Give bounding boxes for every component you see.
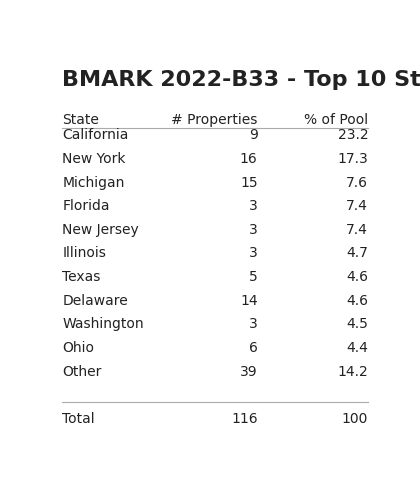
Text: State: State [62,113,99,127]
Text: 9: 9 [249,128,257,142]
Text: 5: 5 [249,270,257,284]
Text: 4.7: 4.7 [346,246,368,261]
Text: 14: 14 [240,294,257,308]
Text: Ohio: Ohio [62,341,94,355]
Text: 7.6: 7.6 [346,175,368,189]
Text: 7.4: 7.4 [346,223,368,237]
Text: 6: 6 [249,341,257,355]
Text: 100: 100 [342,412,368,426]
Text: Florida: Florida [62,199,110,213]
Text: 15: 15 [240,175,257,189]
Text: New York: New York [62,152,126,166]
Text: 23.2: 23.2 [338,128,368,142]
Text: 16: 16 [240,152,257,166]
Text: 17.3: 17.3 [338,152,368,166]
Text: 116: 116 [231,412,257,426]
Text: Total: Total [62,412,95,426]
Text: 3: 3 [249,223,257,237]
Text: 3: 3 [249,246,257,261]
Text: California: California [62,128,129,142]
Text: 39: 39 [240,365,257,378]
Text: % of Pool: % of Pool [304,113,368,127]
Text: New Jersey: New Jersey [62,223,139,237]
Text: Other: Other [62,365,102,378]
Text: BMARK 2022-B33 - Top 10 States: BMARK 2022-B33 - Top 10 States [62,70,420,90]
Text: Delaware: Delaware [62,294,128,308]
Text: 7.4: 7.4 [346,199,368,213]
Text: 4.6: 4.6 [346,294,368,308]
Text: Michigan: Michigan [62,175,125,189]
Text: 4.6: 4.6 [346,270,368,284]
Text: 4.5: 4.5 [346,318,368,331]
Text: Texas: Texas [62,270,101,284]
Text: Illinois: Illinois [62,246,106,261]
Text: Washington: Washington [62,318,144,331]
Text: 3: 3 [249,318,257,331]
Text: 3: 3 [249,199,257,213]
Text: 4.4: 4.4 [346,341,368,355]
Text: 14.2: 14.2 [338,365,368,378]
Text: # Properties: # Properties [171,113,257,127]
